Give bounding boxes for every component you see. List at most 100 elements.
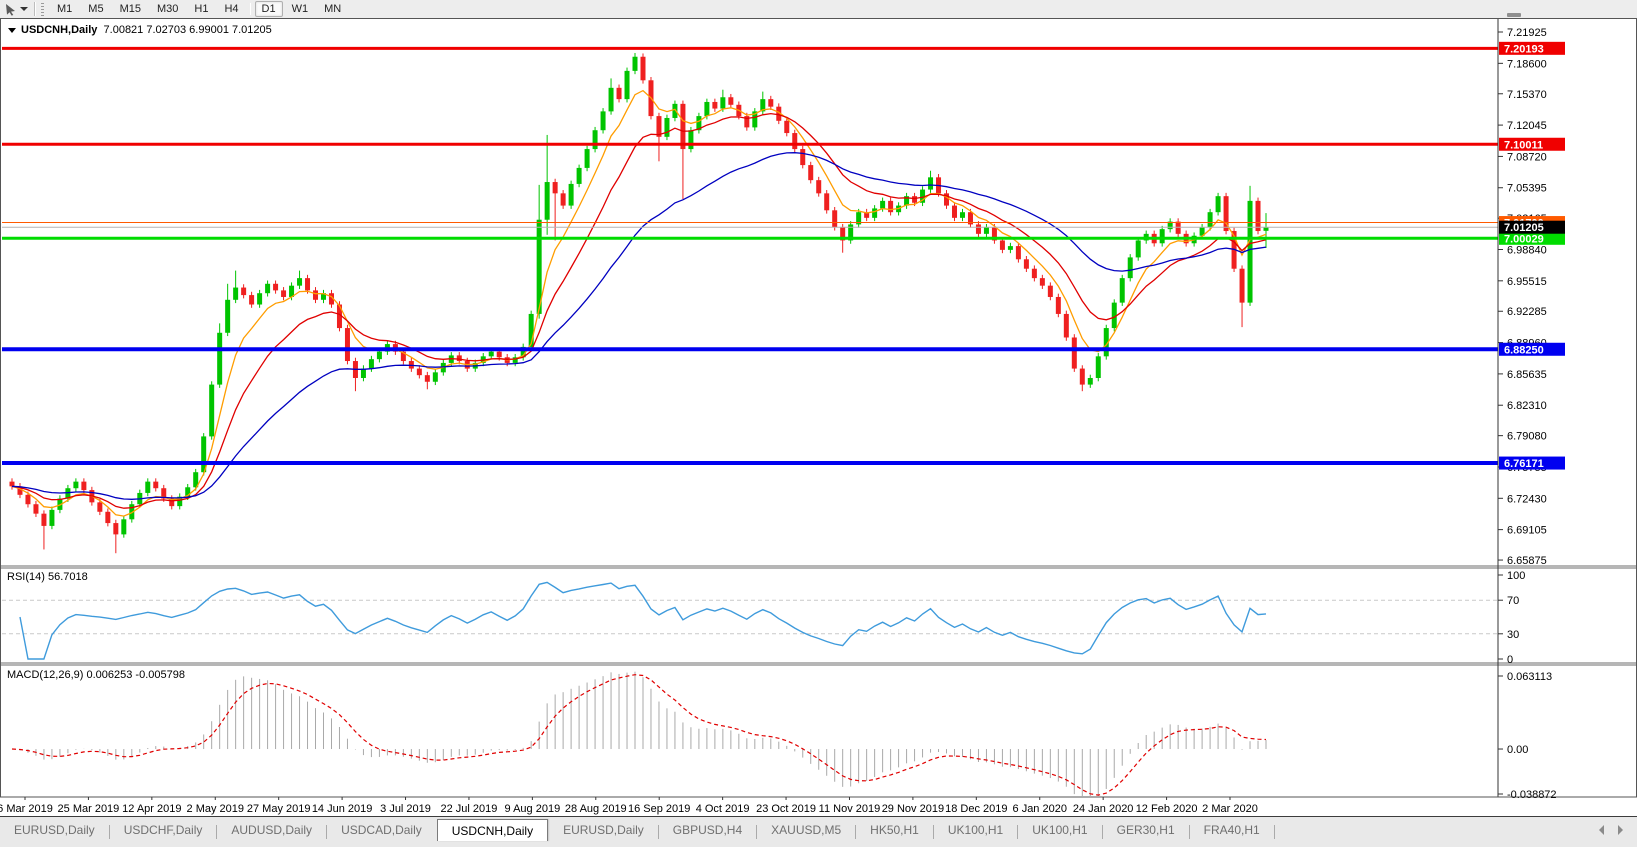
candle-body (1103, 328, 1109, 357)
candle-body (9, 481, 15, 487)
collapse-triangle-icon[interactable] (8, 27, 16, 33)
candle-body (336, 304, 342, 329)
candle-body (185, 487, 191, 497)
chart-tab-fra40-h1[interactable]: FRA40,H1 (1203, 823, 1260, 837)
chart-tab-usdchf-daily[interactable]: USDCHF,Daily (123, 823, 203, 837)
candle-body (49, 509, 55, 526)
timeframe-button-m30[interactable]: M30 (156, 3, 179, 15)
candle-body (704, 101, 710, 117)
candle-body (904, 196, 910, 206)
date-label: 22 Jul 2019 (441, 803, 498, 815)
chart-hscroll-track[interactable] (0, 13, 1637, 17)
chart-tab-usdcad-daily[interactable]: USDCAD,Daily (341, 823, 422, 837)
date-label: 6 Mar 2019 (0, 803, 53, 815)
timeframe-button-m15[interactable]: M15 (119, 3, 141, 15)
tab-separator (326, 825, 328, 839)
candle-body (640, 56, 646, 81)
chart-tab-uk100-h1[interactable]: UK100,H1 (1032, 823, 1088, 837)
candle-body (97, 502, 103, 512)
svg-text:7.00029: 7.00029 (1504, 233, 1544, 245)
timeframe-button-m1[interactable]: M1 (57, 3, 73, 15)
chart-cursor-icon[interactable] (4, 2, 28, 16)
candle-body (1247, 200, 1253, 303)
candle-body (313, 290, 319, 300)
candle-body (145, 481, 151, 493)
chart-tab-eurusd-daily[interactable]: EURUSD,Daily (563, 823, 644, 837)
candle-body (967, 212, 973, 225)
timeframe-button-m5[interactable]: M5 (88, 3, 104, 15)
candle-body (376, 351, 382, 360)
rsi-pane (2, 581, 1498, 660)
candle-body (1263, 227, 1269, 231)
date-label: 9 Aug 2019 (505, 803, 561, 815)
price-tick-label: 6.98840 (1507, 244, 1547, 256)
candle-body (616, 87, 622, 100)
price-tick-label: 7.12045 (1507, 120, 1547, 132)
ma-mid-line (11, 112, 1267, 509)
candle-body (81, 481, 87, 491)
chart-tab-ger30-h1[interactable]: GER30,H1 (1116, 823, 1175, 837)
chart-tab-hk50-h1[interactable]: HK50,H1 (870, 823, 919, 837)
chart-tab-xauusd-m5[interactable]: XAUUSD,M5 (771, 823, 842, 837)
rsi-tick-label: 100 (1507, 570, 1525, 582)
chart-tab-eurusd-daily[interactable]: EURUSD,Daily (14, 823, 95, 837)
date-label: 6 Jan 2020 (1013, 803, 1067, 815)
candle-body (1111, 302, 1117, 329)
tab-scroll-right-icon[interactable] (1618, 825, 1623, 835)
chart-hscroll-thumb[interactable] (1507, 13, 1521, 17)
macd-pane (11, 671, 1267, 796)
tab-separator (1017, 825, 1019, 839)
caret-down-icon[interactable] (20, 7, 28, 11)
tab-separator (108, 825, 110, 839)
chart-tab-uk100-h1[interactable]: UK100,H1 (947, 823, 1004, 837)
timeframe-button-mn[interactable]: MN (324, 3, 342, 15)
candle-body (1063, 313, 1069, 338)
rsi-line (19, 581, 1267, 660)
ma-slow-line (11, 152, 1267, 500)
date-axis: 6 Mar 2019 25 Mar 2019 12 Apr 2019 2 May 20… (0, 797, 1258, 815)
price-tick-label: 6.69105 (1507, 525, 1547, 537)
tab-separator (932, 825, 934, 839)
timeframe-button-d1[interactable]: D1 (254, 1, 283, 17)
candle-body (744, 116, 750, 128)
chart-tab-usdcnh-daily[interactable]: USDCNH,Daily (436, 819, 549, 841)
tab-scroll-left-icon[interactable] (1599, 825, 1604, 835)
timeframe-button-h1[interactable]: H1 (194, 3, 209, 15)
price-tick-label: 6.65875 (1507, 555, 1547, 567)
candle-body (233, 287, 239, 300)
timeframe-button-w1[interactable]: W1 (291, 3, 309, 15)
candle-body (321, 293, 326, 300)
candle-body (129, 504, 135, 520)
candle-body (1135, 240, 1141, 258)
candle-body (600, 111, 606, 131)
candle-body (664, 117, 670, 137)
toolbar-drag-handle[interactable] (41, 2, 45, 16)
candle-body (1223, 196, 1229, 232)
candle-body (752, 111, 758, 128)
candle-body (920, 189, 926, 203)
tab-separator (1101, 825, 1103, 839)
candle-body (544, 182, 550, 220)
candle-body (209, 384, 215, 437)
candle-body (856, 212, 862, 225)
candle-body (632, 56, 638, 71)
price-tick-label: 7.18600 (1507, 58, 1547, 70)
chart-canvas: 7.21925 7.18600 7.15370 7.12045 7.08720 7.053… (0, 18, 1637, 816)
macd-indicator-label: MACD(12,26,9) 0.006253 -0.005798 (7, 669, 185, 681)
toolbar-separator (249, 3, 251, 15)
candle-body (800, 149, 806, 166)
candle-body (273, 283, 279, 291)
timeframe-button-h4[interactable]: H4 (224, 3, 239, 15)
ma-fast-line (11, 89, 1267, 517)
candle-body (73, 481, 79, 489)
date-label: 11 Nov 2019 (819, 803, 881, 815)
price-tick-label: 7.05395 (1507, 183, 1547, 195)
chart-tab-audusd-daily[interactable]: AUDUSD,Daily (231, 823, 313, 837)
candle-body (720, 97, 726, 109)
chart-tab-gbpusd-h4[interactable]: GBPUSD,H4 (672, 823, 743, 837)
candle-body (25, 494, 31, 505)
svg-text:6.88250: 6.88250 (1504, 344, 1544, 356)
candle-body (400, 351, 406, 362)
date-label: 18 Dec 2019 (945, 803, 1007, 815)
